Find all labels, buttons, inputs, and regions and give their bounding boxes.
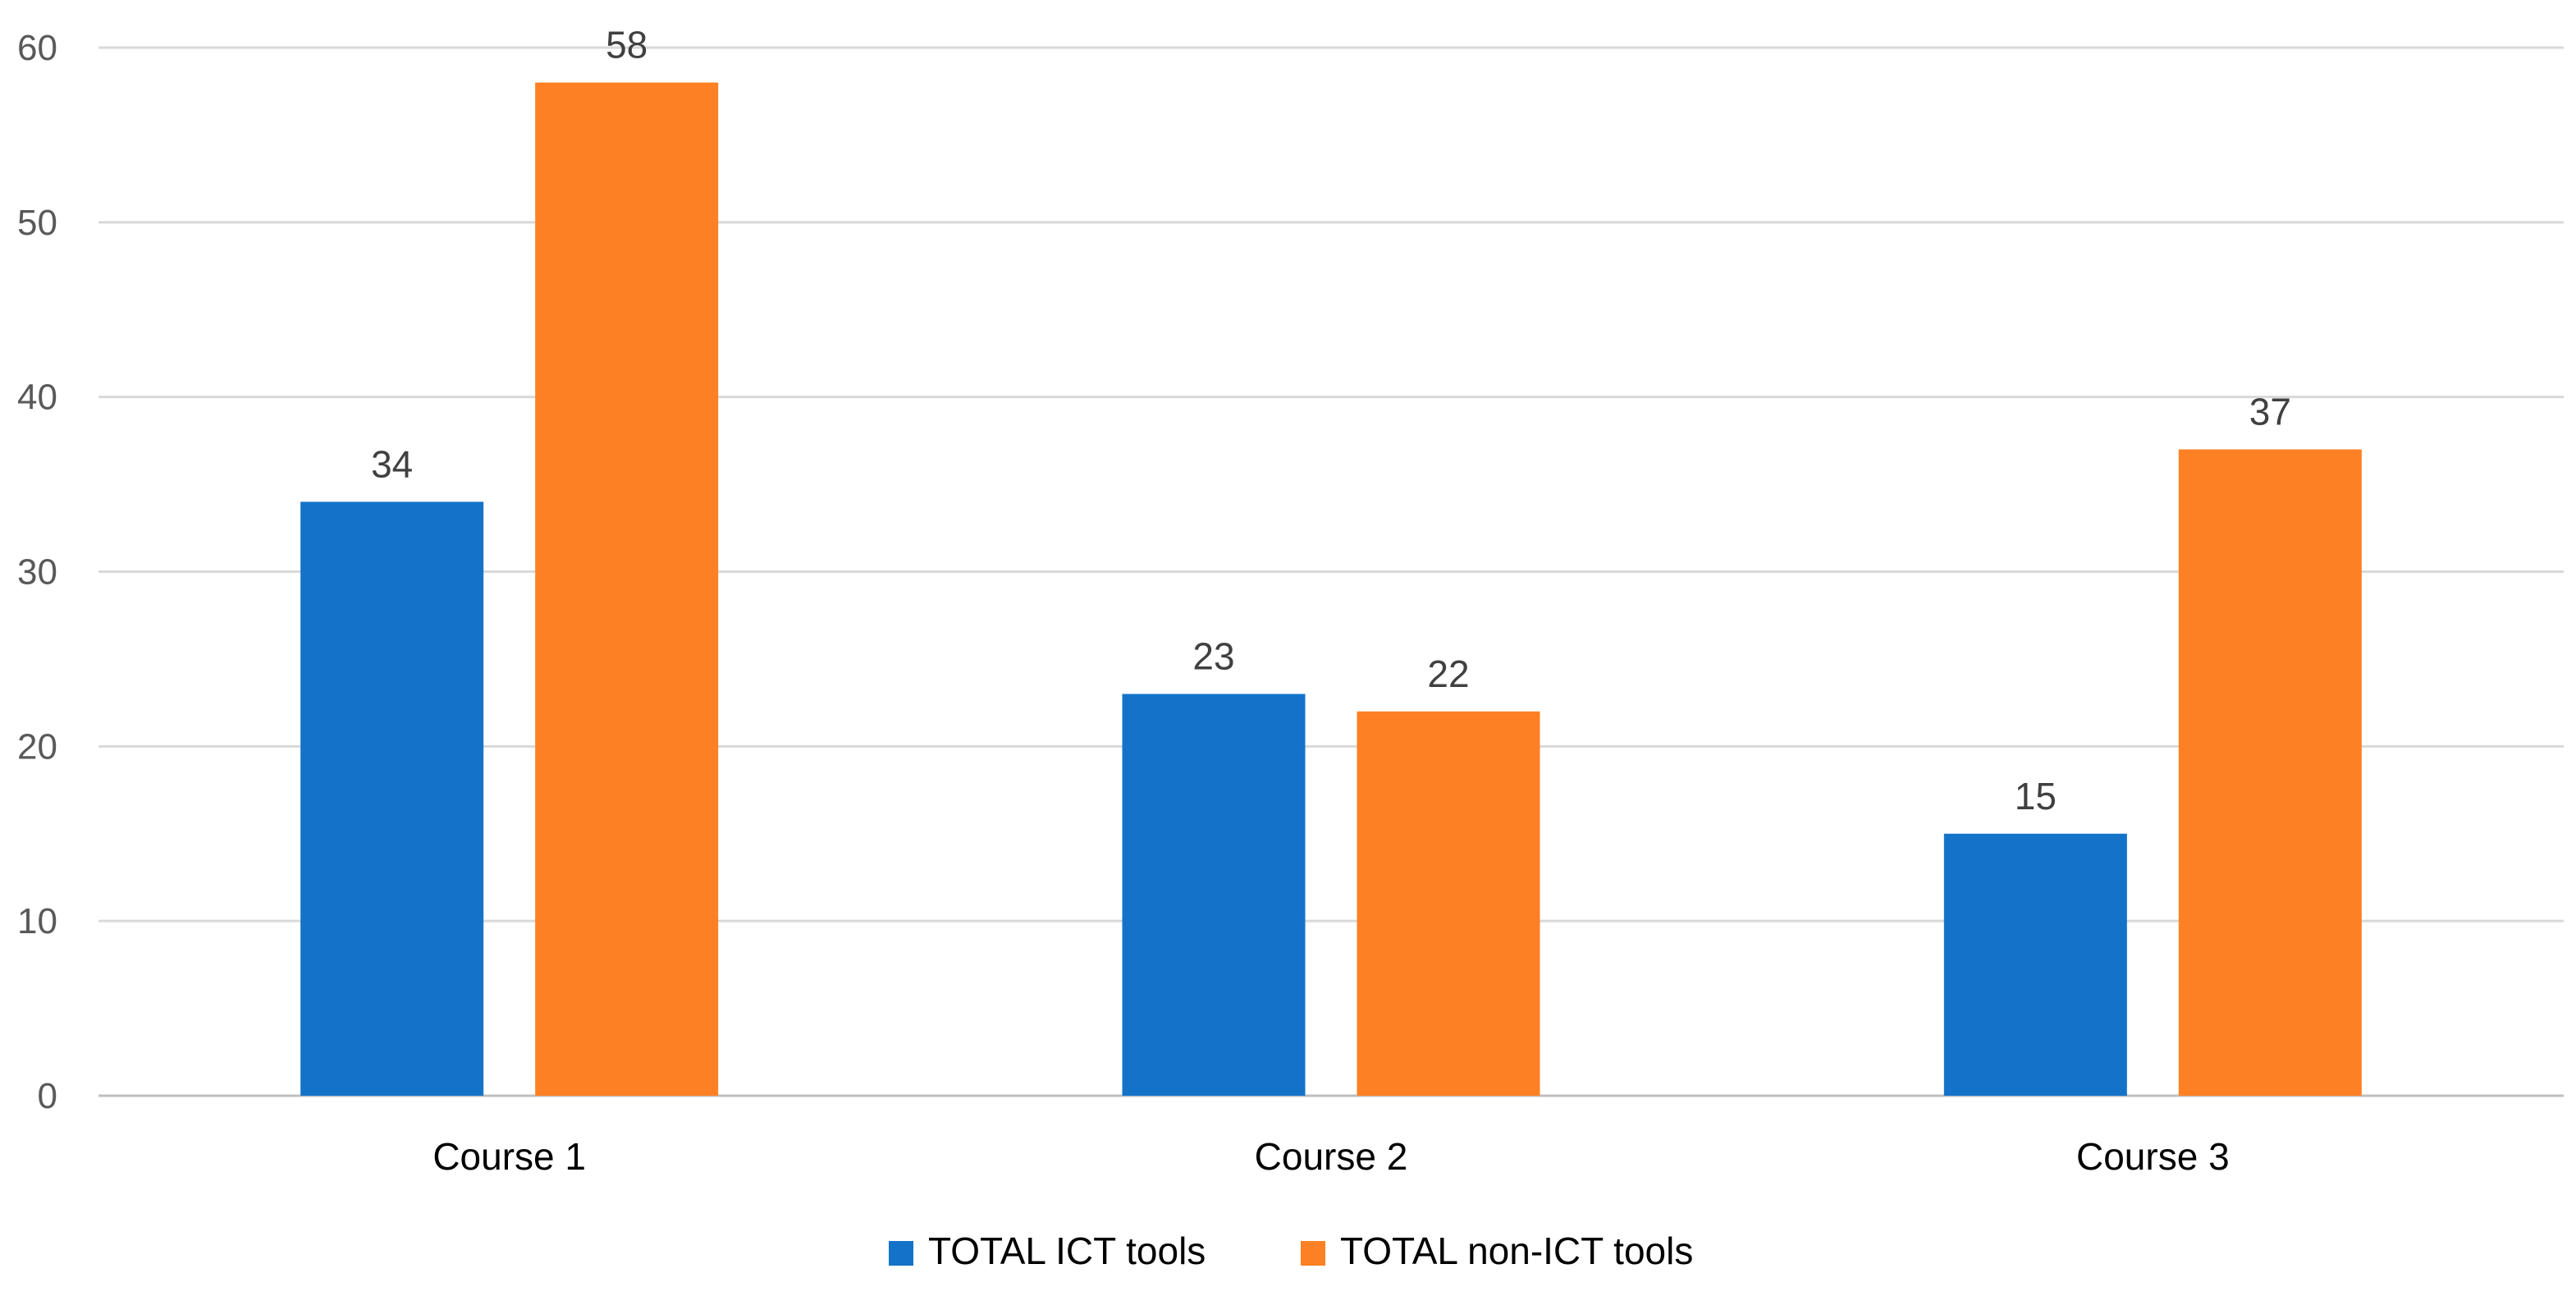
- y-tick-label: 60: [17, 28, 57, 68]
- data-label: 23: [1192, 634, 1234, 677]
- y-tick-label: 10: [17, 901, 57, 941]
- legend-label: TOTAL ICT tools: [928, 1230, 1206, 1272]
- bar-ict-2: [1122, 694, 1306, 1096]
- data-label: 37: [2249, 391, 2291, 433]
- bars: [300, 82, 2362, 1097]
- legend-swatch: [889, 1241, 913, 1266]
- y-tick-label: 0: [38, 1076, 57, 1116]
- legend-label: TOTAL non-ICT tools: [1340, 1230, 1693, 1272]
- x-category-label: Course 3: [2076, 1135, 2230, 1178]
- bar-ict-3: [1943, 833, 2127, 1096]
- bar-non-ict-1: [535, 82, 719, 1097]
- x-category-label: Course 1: [432, 1135, 586, 1178]
- data-label: 22: [1427, 653, 1469, 695]
- data-label: 58: [606, 24, 647, 66]
- y-axis-ticks: 0 10 20 30 40 50 60: [17, 28, 57, 1116]
- y-tick-label: 30: [17, 552, 57, 593]
- bar-non-ict-2: [1357, 711, 1540, 1096]
- data-label: 34: [371, 442, 413, 485]
- y-tick-label: 20: [17, 726, 57, 767]
- legend-swatch: [1301, 1241, 1325, 1266]
- x-axis-categories: Course 1 Course 2 Course 3: [432, 1135, 2229, 1178]
- bar-ict-1: [300, 501, 484, 1096]
- y-tick-label: 50: [17, 203, 57, 243]
- data-label: 15: [2015, 775, 2057, 817]
- bar-non-ict-3: [2178, 449, 2362, 1096]
- x-category-label: Course 2: [1255, 1135, 1408, 1178]
- gridlines: [98, 46, 2564, 1097]
- y-tick-label: 40: [17, 378, 57, 418]
- data-labels: 34 58 23 22 15 37: [371, 24, 2291, 817]
- legend: TOTAL ICT tools TOTAL non-ICT tools: [889, 1230, 1693, 1272]
